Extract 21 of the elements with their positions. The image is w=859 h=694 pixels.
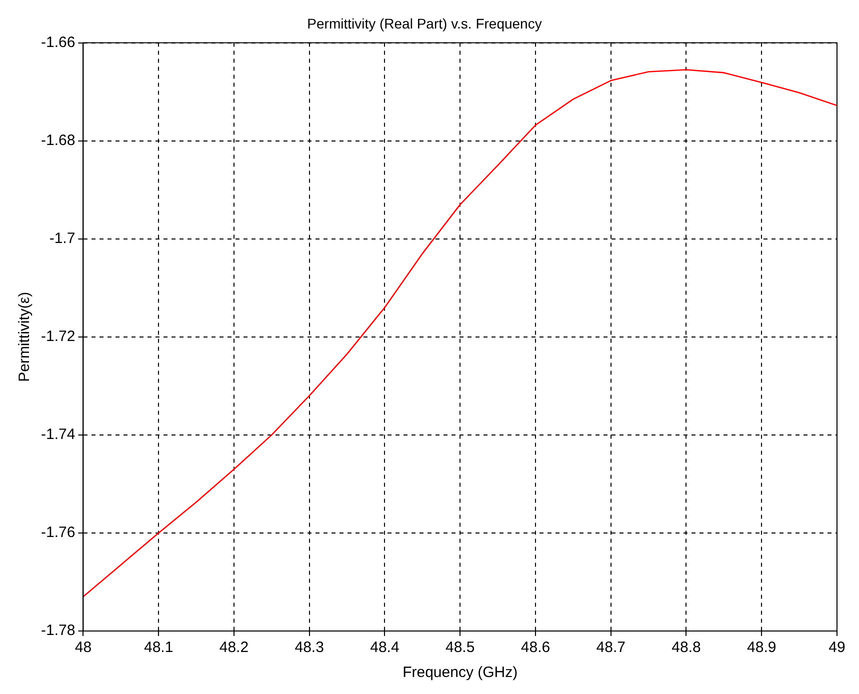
x-tick-label: 48.8 (672, 639, 701, 656)
x-tick-label: 48.1 (144, 639, 174, 656)
y-tick-label: -1.68 (40, 132, 76, 149)
x-axis-title: Frequency (GHz) (402, 664, 518, 682)
y-axis-title: Permittivity(ε) (16, 292, 34, 382)
chart-title: Permittivity (Real Part) v.s. Frequency (307, 15, 542, 32)
x-tick-label: 48 (74, 639, 92, 656)
y-tick-label: -1.7 (49, 230, 76, 248)
x-tick-label: 48.3 (294, 639, 324, 656)
x-tick-label: 48.9 (747, 639, 776, 656)
x-tick-label: 48.7 (596, 639, 626, 656)
x-tick-label: 48.5 (445, 639, 475, 656)
y-tick-label: -1.74 (40, 426, 76, 444)
y-tick-label: -1.66 (40, 34, 76, 51)
x-tick-label: 48.6 (520, 639, 550, 656)
x-tick-label: 48.2 (219, 639, 249, 656)
y-tick-label: -1.78 (40, 622, 76, 640)
x-tick-label: 49 (828, 639, 846, 656)
y-tick-label: -1.76 (40, 524, 76, 542)
y-tick-label: -1.72 (40, 328, 76, 346)
x-tick-label: 48.4 (370, 639, 400, 656)
